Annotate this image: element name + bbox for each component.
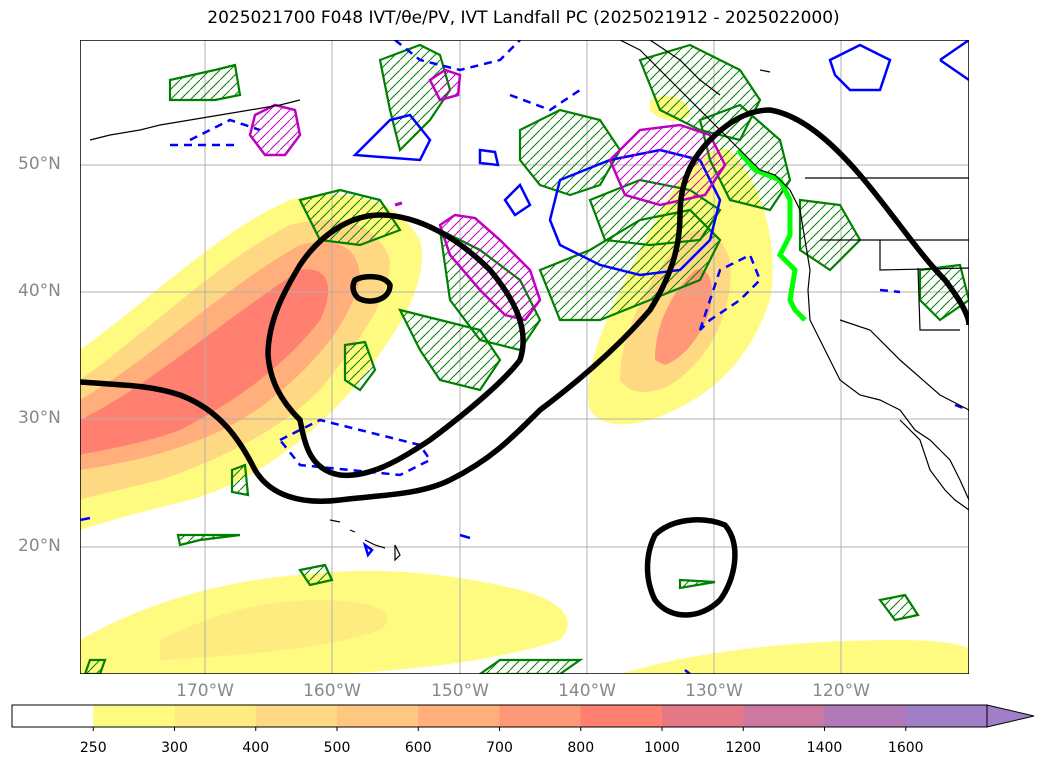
colorbar-segment: [418, 705, 500, 727]
colorbar-segment: [174, 705, 257, 727]
colorbar-tick-label: 300: [161, 740, 188, 756]
colorbar-segment: [905, 705, 988, 727]
colorbar-tick-label: 400: [242, 740, 270, 756]
colorbar-tick-label: 600: [404, 740, 432, 756]
colorbar-segment: [93, 705, 175, 727]
colorbar-segment: [824, 705, 907, 727]
colorbar-segment: [743, 705, 825, 727]
colorbar-segment: [255, 705, 338, 727]
colorbar-tick-label: 500: [323, 740, 351, 756]
colorbar-tick-label: 250: [79, 740, 107, 756]
colorbar-segment: [662, 705, 744, 727]
map-area: [80, 40, 969, 674]
theta-e-contours: [80, 40, 969, 674]
colorbar-segment: [337, 705, 419, 727]
lon-label: 130°W: [685, 681, 743, 701]
landfall-line: [736, 148, 807, 322]
coastlines: [89, 40, 969, 562]
colorbar-tick-label: 1600: [887, 740, 924, 756]
colorbar-extend-arrow: [986, 704, 1035, 728]
lon-label: 140°W: [558, 681, 616, 701]
ivt-shading: [80, 95, 969, 674]
colorbar-segment: [12, 705, 94, 727]
colorbar: [11, 704, 1035, 731]
lat-label: 20°N: [18, 536, 61, 556]
lon-label: 160°W: [303, 681, 361, 701]
colorbar-tick-label: 1200: [725, 740, 762, 756]
ivt-probability-contours: [80, 107, 969, 618]
lon-label: 120°W: [812, 681, 870, 701]
lon-label: 170°W: [176, 681, 234, 701]
colorbar-tick-label: 700: [486, 740, 513, 756]
lat-label: 40°N: [18, 281, 61, 301]
map-title: 2025021700 F048 IVT/θe/PV, IVT Landfall …: [207, 8, 840, 28]
lon-label: 150°W: [431, 681, 489, 701]
colorbar-segment: [499, 705, 582, 727]
lat-label: 50°N: [18, 154, 61, 174]
colorbar-segment: [580, 705, 663, 727]
colorbar-tick-label: 1400: [806, 740, 843, 756]
colorbar-tick-label: 1000: [644, 740, 680, 756]
colorbar-tick-label: 800: [567, 740, 595, 756]
lat-label: 30°N: [18, 408, 61, 428]
